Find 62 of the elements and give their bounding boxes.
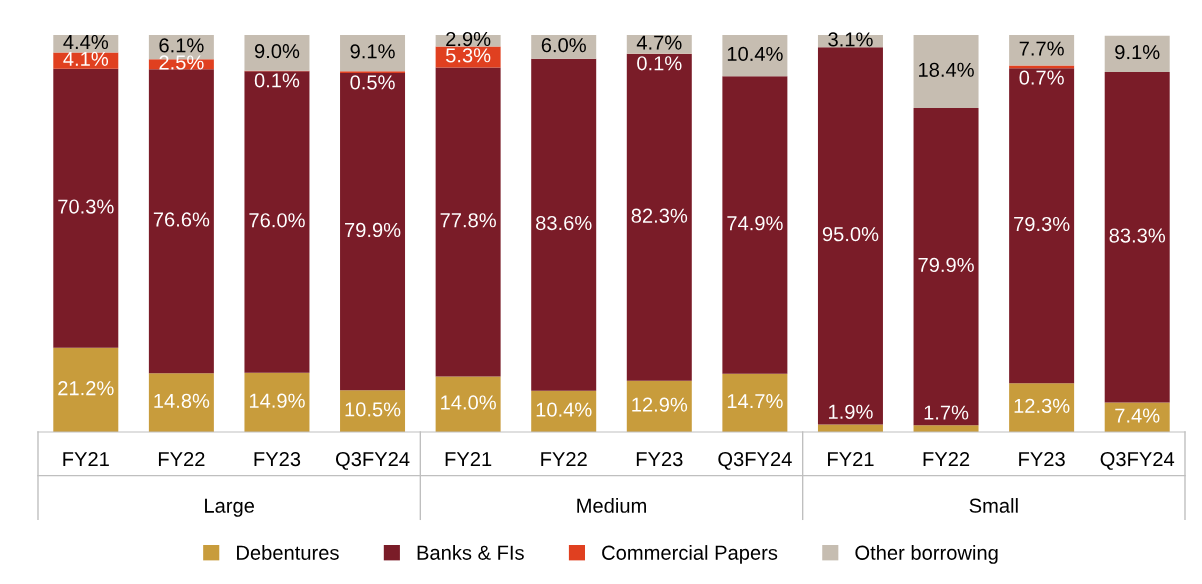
data-label: 14.0% [441,395,496,410]
data-label: 0.1% [637,56,682,71]
legend-label: Commercial Papers [602,545,778,564]
x-tick-label: FY21 [828,451,874,467]
data-label: 77.8% [440,213,496,228]
data-label: 0.5% [350,75,395,90]
data-label: 10.5% [345,402,401,417]
data-label: 2.9% [446,31,491,47]
data-label: 95.0% [822,227,879,242]
data-label: 79.9% [345,222,401,238]
data-label: 4.1% [63,51,109,66]
data-label: 10.4% [727,46,783,62]
data-label: 70.3% [58,199,114,214]
data-label: 9.0% [254,44,300,59]
x-tick-label: FY23 [254,451,301,467]
data-label: 6.0% [541,38,586,53]
data-label: 83.6% [536,215,592,231]
data-label: 9.1% [350,44,395,59]
data-label: 12.3% [1014,398,1070,413]
x-tick-label: FY21 [63,451,109,467]
data-label: 12.9% [632,397,688,412]
data-label: 82.3% [631,208,688,223]
data-label: 14.7% [727,394,783,409]
data-label: 2.5% [159,55,204,70]
legend-label: Banks & FIs [417,545,524,560]
data-label: 83.3% [1109,228,1166,243]
data-label: 5.3% [445,48,491,63]
data-label: 6.1% [159,38,204,53]
data-label: 0.1% [254,73,300,88]
text: Small [969,498,1018,513]
data-label: 9.1% [1115,45,1160,60]
x-tick-label: FY22 [923,451,970,467]
data-label: 76.6% [153,212,210,227]
data-label: 14.9% [249,393,305,408]
x-tick-label: FY23 [636,451,683,467]
legend-label: Debentures [237,545,339,560]
data-label: 10.4% [536,402,592,417]
data-label: 76.0% [249,213,305,228]
text: Large [205,498,255,517]
x-tick-label: FY21 [445,451,492,467]
text: Medium [577,498,646,513]
data-label: 74.9% [727,216,783,231]
data-label: 7.4% [1115,408,1160,423]
data-label: 18.4% [919,62,974,77]
data-label: 4.4% [63,34,109,50]
data-label: 79.3% [1014,216,1070,232]
data-label: 1.9% [829,404,873,419]
legend-label: Other borrowing [855,545,998,564]
x-tick-label: Q3FY24 [718,451,792,470]
data-label: 21.2% [58,381,114,396]
data-label: 0.7% [1019,70,1064,85]
x-tick-label: FY23 [1019,451,1065,467]
data-label: 1.7% [924,405,969,420]
data-label: 14.8% [154,393,210,409]
data-label: 7.7% [1019,41,1064,56]
x-tick-label: Q3FY24 [1100,451,1175,470]
data-label: 79.9% [918,257,974,273]
data-label: 3.1% [828,32,873,47]
x-tick-label: Q3FY24 [336,451,410,470]
data-label: 4.7% [636,35,682,50]
x-tick-label: FY22 [158,451,205,467]
x-tick-label: FY22 [541,451,587,467]
